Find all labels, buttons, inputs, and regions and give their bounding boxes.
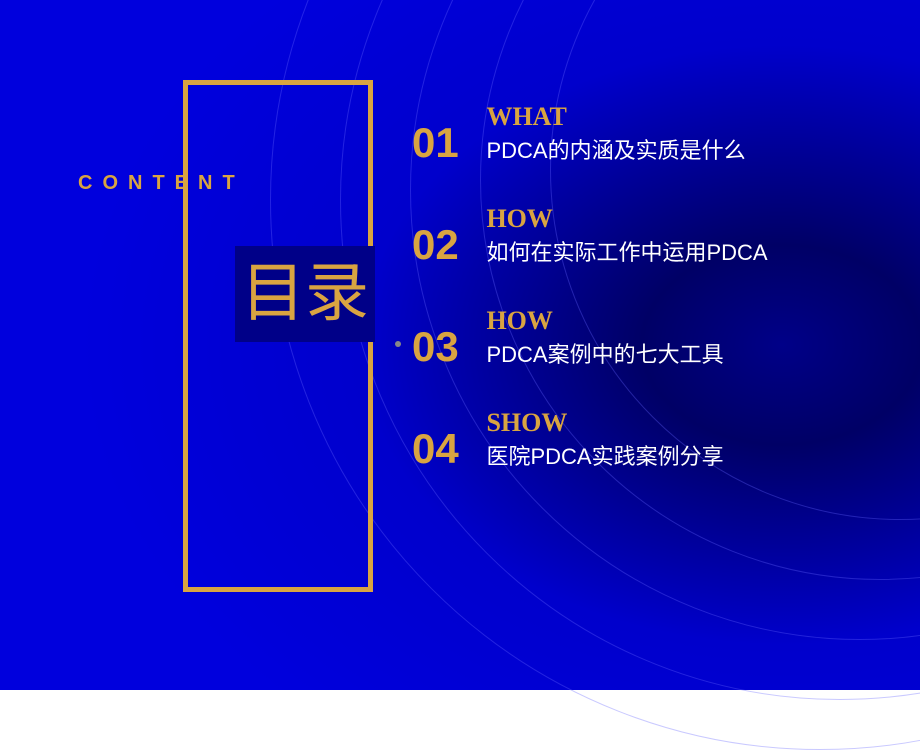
item-body: SHOW 医院PDCA实践案例分享 <box>486 408 866 474</box>
item-keyword: HOW <box>486 306 866 336</box>
item-keyword: HOW <box>486 204 866 234</box>
title-box: 目录 <box>235 246 375 342</box>
slide: CONTENT 目录 01 WHAT PDCA的内涵及实质是什么 02 HOW … <box>0 0 920 690</box>
toc-items: 01 WHAT PDCA的内涵及实质是什么 02 HOW 如何在实际工作中运用P… <box>412 102 882 510</box>
item-description: 医院PDCA实践案例分享 <box>486 440 866 474</box>
item-keyword: WHAT <box>486 102 866 132</box>
item-number: 03 <box>412 324 482 370</box>
toc-item: 04 SHOW 医院PDCA实践案例分享 <box>412 408 882 474</box>
item-number: 01 <box>412 120 482 166</box>
item-number: 02 <box>412 222 482 268</box>
item-description: 如何在实际工作中运用PDCA <box>486 236 866 270</box>
toc-item: 03 HOW PDCA案例中的七大工具 <box>412 306 882 372</box>
toc-item: 02 HOW 如何在实际工作中运用PDCA <box>412 204 882 270</box>
item-body: HOW PDCA案例中的七大工具 <box>486 306 866 372</box>
item-body: WHAT PDCA的内涵及实质是什么 <box>486 102 866 168</box>
item-description: PDCA案例中的七大工具 <box>486 338 866 372</box>
item-keyword: SHOW <box>486 408 866 438</box>
bullet-dot <box>395 341 401 347</box>
title-text: 目录 <box>235 254 375 334</box>
item-body: HOW 如何在实际工作中运用PDCA <box>486 204 866 270</box>
toc-item: 01 WHAT PDCA的内涵及实质是什么 <box>412 102 882 168</box>
item-number: 04 <box>412 426 482 472</box>
item-description: PDCA的内涵及实质是什么 <box>486 134 866 168</box>
